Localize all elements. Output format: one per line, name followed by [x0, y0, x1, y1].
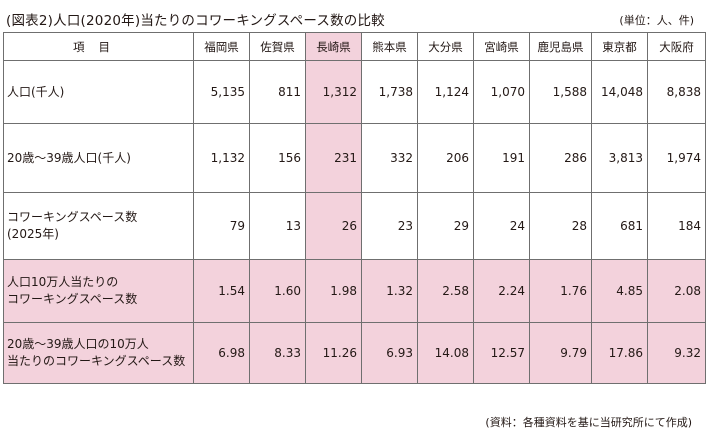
row-label-line: コワーキングスペース数: [7, 292, 138, 306]
table-cell: 332: [361, 123, 418, 193]
table-cell: 286: [529, 123, 592, 193]
table-cell: 23: [361, 192, 418, 260]
table-cell: 6.93: [361, 322, 418, 384]
table-cell: 24: [473, 192, 530, 260]
row-label-line: コワーキングスペース数: [7, 210, 138, 224]
table-cell-highlight: 1.98: [305, 259, 362, 323]
table-row-highlight: 人口10万人当たりのコワーキングスペース数 1.54 1.60 1.98 1.3…: [3, 259, 706, 323]
table-cell: 29: [417, 192, 474, 260]
row-label-line: 人口10万人当たりの: [7, 275, 119, 289]
table-cell: 2.08: [647, 259, 706, 323]
table-cell: 6.98: [193, 322, 250, 384]
table-cell: 8,838: [647, 60, 706, 124]
column-header: 熊本県: [361, 32, 418, 61]
table-cell: 9.32: [647, 322, 706, 384]
table-cell: 9.79: [529, 322, 592, 384]
table-cell: 5,135: [193, 60, 250, 124]
table-cell: 206: [417, 123, 474, 193]
column-header-highlight: 長崎県: [305, 32, 362, 61]
column-header: 宮崎県: [473, 32, 530, 61]
column-header: 福岡県: [193, 32, 250, 61]
table-title: (図表2)人口(2020年)当たりのコワーキングスペース数の比較: [6, 13, 385, 29]
column-header: 大阪府: [647, 32, 706, 61]
table-cell: 8.33: [249, 322, 306, 384]
table-cell: 79: [193, 192, 250, 260]
row-label-line: 20歳～39歳人口(千人): [7, 150, 131, 165]
table-row: 20歳～39歳人口(千人) 1,132 156 231 332 206 191 …: [3, 123, 706, 193]
table-cell: 191: [473, 123, 530, 193]
corner-header: 項目: [3, 32, 194, 61]
row-label: 20歳～39歳人口(千人): [3, 123, 194, 193]
table-cell: 14.08: [417, 322, 474, 384]
table-cell: 17.86: [591, 322, 648, 384]
table-cell: 1,132: [193, 123, 250, 193]
table-row-highlight: 20歳～39歳人口の10万人 当たりのコワーキングスペース数 6.98 8.33 …: [3, 322, 706, 384]
comparison-table: 項目 福岡県 佐賀県 長崎県 熊本県 大分県 宮崎県 鹿児島県 東京都 大阪府 …: [3, 32, 706, 384]
table-cell-highlight: 11.26: [305, 322, 362, 384]
table-cell-highlight: 231: [305, 123, 362, 193]
table-cell: 1,124: [417, 60, 474, 124]
table-cell: 184: [647, 192, 706, 260]
table-row: 人口(千人) 5,135 811 1,312 1,738 1,124 1,070…: [3, 60, 706, 124]
table-cell: 4.85: [591, 259, 648, 323]
table-cell: 1,588: [529, 60, 592, 124]
table-cell: 13: [249, 192, 306, 260]
row-label-line: 人口(千人): [7, 84, 65, 99]
row-label-line: (2025年): [7, 227, 59, 241]
row-label: コワーキングスペース数 (2025年): [3, 192, 194, 260]
table-cell: 1.54: [193, 259, 250, 323]
table-row: コワーキングスペース数 (2025年) 79 13 26 23 29 24 28 …: [3, 192, 706, 260]
source-note: (資料：各種資料を基に当研究所にて作成): [485, 416, 692, 429]
unit-note: (単位：人、件): [619, 14, 694, 27]
row-label-line: 当たりのコワーキングスペース数: [7, 354, 186, 368]
table-cell: 14,048: [591, 60, 648, 124]
table-cell: 1.60: [249, 259, 306, 323]
row-label-line: 20歳～39歳人口の10万人: [7, 337, 149, 351]
column-header: 大分県: [417, 32, 474, 61]
table-cell-highlight: 26: [305, 192, 362, 260]
row-label: 人口(千人): [3, 60, 194, 124]
column-header: 鹿児島県: [529, 32, 592, 61]
table-cell: 156: [249, 123, 306, 193]
column-header: 東京都: [591, 32, 648, 61]
table-cell: 681: [591, 192, 648, 260]
table-cell: 1,738: [361, 60, 418, 124]
table-cell: 811: [249, 60, 306, 124]
column-header: 佐賀県: [249, 32, 306, 61]
table-cell: 2.24: [473, 259, 530, 323]
table-cell: 1,070: [473, 60, 530, 124]
table-cell: 2.58: [417, 259, 474, 323]
header-row: 項目 福岡県 佐賀県 長崎県 熊本県 大分県 宮崎県 鹿児島県 東京都 大阪府: [3, 32, 706, 61]
table-cell: 28: [529, 192, 592, 260]
table-cell: 1.76: [529, 259, 592, 323]
table-cell: 1.32: [361, 259, 418, 323]
row-label: 20歳～39歳人口の10万人当たりのコワーキングスペース数: [3, 322, 194, 384]
table-cell-highlight: 1,312: [305, 60, 362, 124]
table-cell: 3,813: [591, 123, 648, 193]
table-cell: 1,974: [647, 123, 706, 193]
row-label: 人口10万人当たりのコワーキングスペース数: [3, 259, 194, 323]
table-cell: 12.57: [473, 322, 530, 384]
